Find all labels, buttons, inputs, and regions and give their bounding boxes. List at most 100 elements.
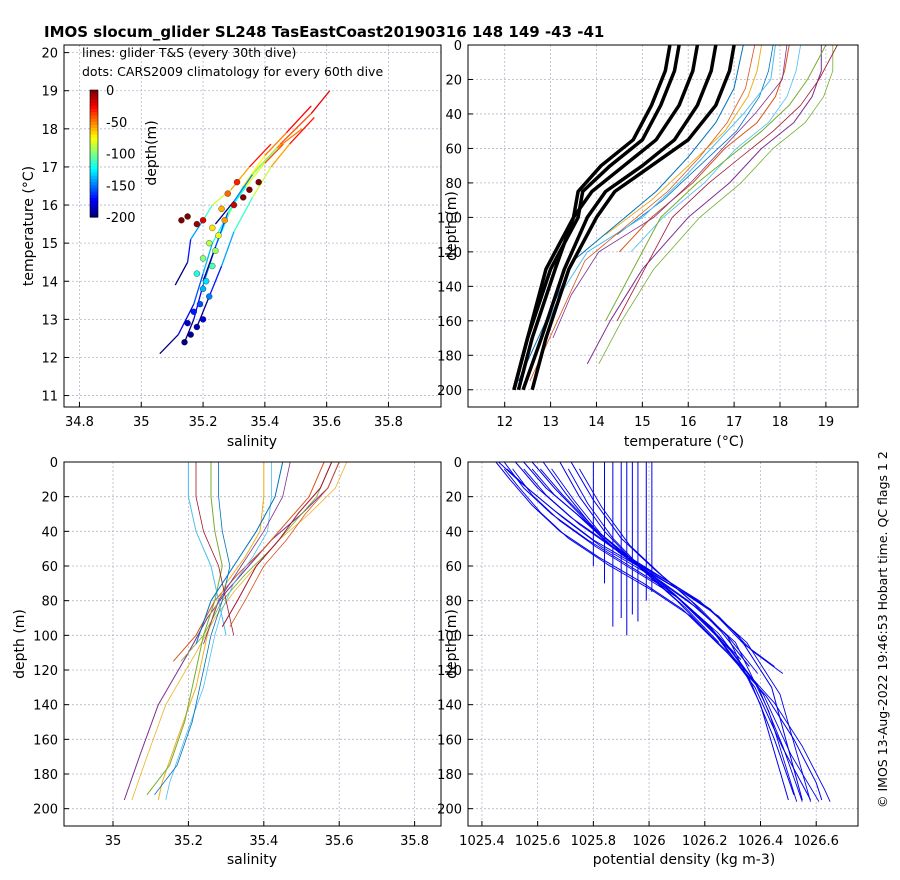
sd-ytick-label: 180: [33, 768, 58, 783]
ts-glider-line-segment: [220, 231, 235, 267]
td-xtick-label: 16: [680, 415, 697, 430]
ts-glider-line-segment: [242, 155, 266, 187]
sd-ytick-label: 160: [33, 733, 58, 748]
dd-density-profile: [523, 461, 789, 801]
td-cars-profile: [512, 44, 672, 391]
colorbar-swatch: [90, 213, 98, 218]
td-xtick-label: 17: [726, 415, 743, 430]
ts-xtick-label: 35.2: [189, 415, 218, 430]
dd-ytick-label: 40: [445, 525, 462, 540]
ts-cars-dot: [181, 339, 188, 346]
dd-ytick-label: 120: [437, 664, 462, 679]
dd-ytick-label: 80: [445, 595, 462, 610]
sd-glider-profile: [157, 462, 265, 801]
dd-density-profile: [523, 468, 812, 802]
ts-cars-dot: [212, 247, 219, 254]
td-axes-frame: [467, 44, 859, 408]
colorbar-swatch: [90, 163, 98, 167]
sd-xtick-label: 35.2: [174, 834, 203, 849]
ts-glider-line-segment: [276, 128, 303, 149]
ts-plot-area: [159, 90, 331, 355]
ts-cars-dot: [184, 320, 191, 327]
ts-ylabel: temperature (°C): [21, 166, 37, 286]
ts-cars-dot: [196, 300, 204, 308]
dd-ytick-label: 0: [454, 456, 462, 471]
dd-ytick-label: 140: [437, 699, 462, 714]
ts-cars-dot: [193, 270, 201, 277]
dd-xtick-label: 1026.4: [738, 834, 784, 849]
colorbar-frame: [89, 89, 99, 218]
colorbar-tick-label: -50: [106, 116, 127, 131]
ts-ytick-label: 16: [41, 199, 58, 214]
td-glider-profile: [605, 44, 827, 322]
sd-glider-profile: [187, 462, 227, 636]
td-plot-area: [512, 44, 838, 391]
td-glider-profile: [605, 44, 763, 235]
ts-cars-dot: [206, 239, 213, 247]
ts-glider-line-segment: [230, 166, 250, 191]
ts-glider-line-segment: [183, 319, 195, 343]
td-glider-profile: [616, 44, 774, 235]
ts-cars-dot: [199, 255, 207, 262]
ts-glider-line-segment: [174, 261, 189, 286]
ts-annotation-dots: dots: CARS2009 climatology for every 60t…: [82, 64, 383, 79]
colorbar-swatch: [90, 182, 98, 186]
colorbar-swatch: [90, 90, 98, 94]
ts-glider-line-segment: [211, 219, 226, 244]
sd-glider-profile: [180, 461, 333, 662]
dd-density-profile: [506, 468, 820, 802]
ts-xtick-label: 35.8: [374, 415, 403, 430]
ts-ytick-label: 18: [41, 123, 58, 138]
dd-ylabel: depth (m): [444, 609, 460, 679]
td-xtick-label: 19: [818, 415, 835, 430]
sd-ytick-label: 200: [33, 803, 58, 818]
dd-ytick-label: 100: [437, 629, 462, 644]
ts-ytick-label: 19: [41, 85, 58, 100]
ts-cars-dot: [209, 262, 216, 270]
sd-tick-labels: 35 35.2 35.4 35.6 35.8 0 20 40 60 80 100 120 140 160 1…: [33, 456, 429, 849]
colorbar-tick-label: -150: [106, 179, 136, 194]
dd-ytick-label: 60: [445, 560, 462, 575]
sd-ytick-label: 40: [41, 525, 58, 540]
dd-xtick-label: 1026.2: [682, 834, 728, 849]
dd-tick-labels: 1025.4 1025.6 1025.8 1026 1026.2 1026.4 1026.6…: [437, 456, 839, 849]
ts-glider-line-segment: [252, 147, 278, 175]
td-ytick-label: 100: [437, 211, 462, 226]
sd-xtick-label: 35.4: [249, 834, 278, 849]
td-xtick-label: 12: [496, 415, 513, 430]
ts-cars-dot: [199, 285, 207, 293]
temperature-depth-panel: 12 13 14 15 16 17 18 19 0 20 40 60 80 100 120 140 160 180…: [437, 39, 859, 450]
dd-axes-frame: [467, 461, 859, 827]
ts-ytick-label: 17: [41, 161, 58, 176]
colorbar-swatch: [90, 185, 98, 190]
ts-glider-line-segment: [286, 105, 312, 134]
sd-ytick-label: 80: [41, 595, 58, 610]
ts-glider-line-segment: [227, 185, 247, 214]
dd-density-profile: [515, 461, 803, 801]
td-xlabel: temperature (°C): [624, 434, 744, 450]
ts-glider-line-segment: [264, 132, 287, 156]
sd-ylabel: depth (m): [12, 609, 28, 679]
sd-grid: [64, 461, 441, 826]
ts-xtick-label: 35: [133, 415, 150, 430]
sd-ytick-label: 120: [33, 664, 58, 679]
colorbar-tick-label: -200: [106, 211, 136, 226]
ts-cars-dot: [178, 217, 185, 224]
dd-density-profile: [567, 468, 720, 643]
ts-glider-line-segment: [202, 242, 213, 274]
sd-glider-profile: [229, 461, 340, 627]
dd-xtick-label: 1025.4: [459, 834, 505, 849]
td-ytick-label: 40: [445, 108, 462, 123]
td-xtick-label: 14: [588, 415, 605, 430]
td-ytick-label: 140: [437, 280, 462, 295]
depth-colorbar: 0 -50 -100 -150 -200: [89, 84, 136, 226]
colorbar-swatch: [90, 137, 98, 142]
dd-density-profile: [531, 461, 775, 667]
dd-grid: [468, 461, 858, 826]
sd-ytick-label: 100: [33, 629, 58, 644]
ts-cars-dot: [193, 323, 201, 331]
ts-cars-dot: [193, 220, 201, 228]
sd-glider-profile: [221, 461, 333, 627]
ts-glider-line-segment: [177, 303, 195, 335]
colorbar-swatch: [90, 134, 98, 139]
